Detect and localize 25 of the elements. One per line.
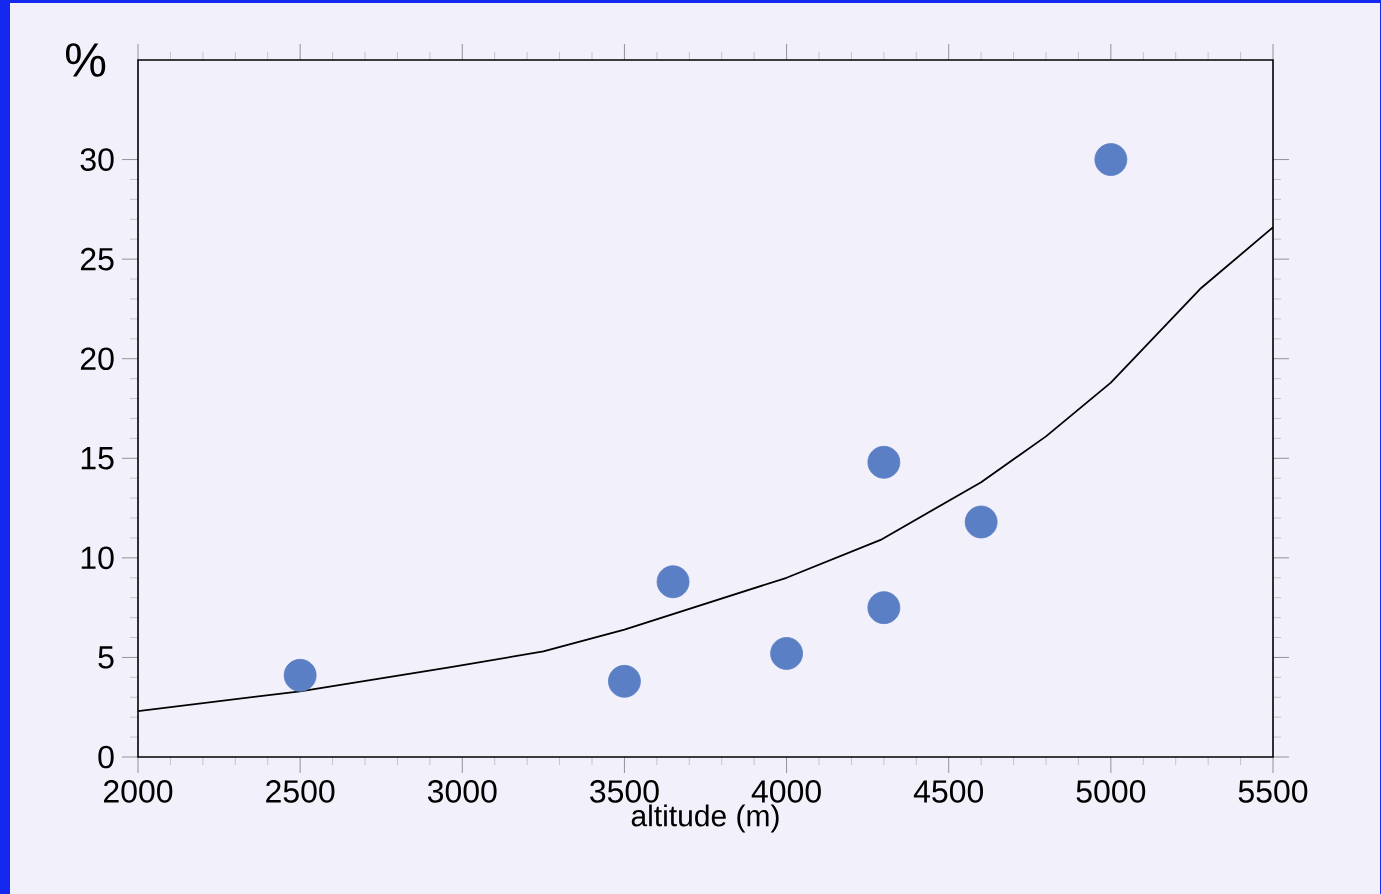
x-tick-label: 2500 <box>266 780 335 803</box>
point <box>1094 143 1128 176</box>
point <box>283 658 317 692</box>
point <box>964 505 998 539</box>
y-tick-label: 0 <box>98 745 114 769</box>
x-tick-label: 3500 <box>590 780 659 803</box>
point <box>867 591 901 625</box>
y-tick-label: 30 <box>80 148 114 171</box>
y-tick-label: 15 <box>81 447 114 470</box>
x-tick-label: 5500 <box>1238 780 1308 803</box>
y-tick-label: 10 <box>81 546 114 570</box>
x-tick-label: 4000 <box>751 780 821 803</box>
x-tick-label: 2000 <box>104 780 173 803</box>
x-tick-label: 5000 <box>1076 780 1146 803</box>
point <box>867 445 901 479</box>
point <box>770 637 803 670</box>
y-tick-label: 20 <box>80 347 114 371</box>
y-tick-label: 25 <box>80 247 114 271</box>
point <box>608 664 641 698</box>
x-axis-title: altitude (m) <box>631 804 779 833</box>
y-tick-label: 5 <box>98 646 114 669</box>
point <box>656 565 690 599</box>
x-tick-label: 4500 <box>913 780 984 803</box>
x-tick-label: 3000 <box>427 780 497 803</box>
y-axis-title: % <box>65 43 106 77</box>
